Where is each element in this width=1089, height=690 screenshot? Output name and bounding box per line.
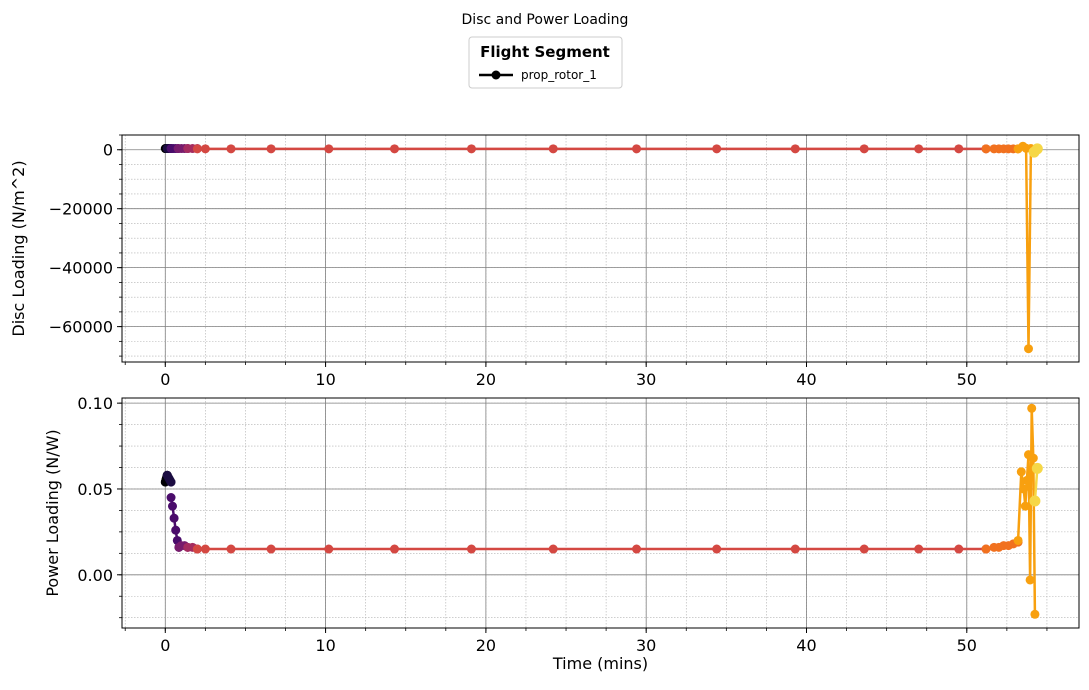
axes-frame <box>121 134 1080 363</box>
data-point <box>1024 344 1034 354</box>
x-tick-label: 30 <box>636 636 656 655</box>
data-point <box>324 544 334 554</box>
x-tick-label: 10 <box>315 370 335 389</box>
data-point <box>166 477 176 487</box>
x-tick-label: 0 <box>160 370 170 389</box>
data-point <box>954 544 964 554</box>
data-point <box>1028 453 1038 463</box>
data-point <box>390 544 400 554</box>
data-point <box>1027 403 1037 413</box>
data-point <box>200 144 210 154</box>
x-axis-label: Time (mins) <box>552 654 648 673</box>
data-point <box>1022 475 1032 485</box>
data-point <box>1025 575 1035 585</box>
data-point <box>192 144 202 154</box>
data-point <box>859 144 869 154</box>
data-point <box>548 144 558 154</box>
data-point <box>324 144 334 154</box>
x-tick-label: 40 <box>796 636 816 655</box>
plot-area <box>160 141 1043 354</box>
data-point <box>1031 143 1043 155</box>
data-point <box>790 144 800 154</box>
y-tick-label: 0.05 <box>77 480 113 499</box>
power-loading-panel: 0 10 20 30 40 50 0.00 0.05 0.10 Power Loading (N/… <box>43 394 1080 673</box>
data-point <box>632 144 642 154</box>
x-tick-label: 50 <box>957 636 977 655</box>
data-point <box>226 144 236 154</box>
disc-loading-panel: 0 10 20 30 40 50 0 −20000 −40000 −60000 Disc Loadi… <box>9 134 1080 389</box>
axes-frame <box>121 397 1080 629</box>
data-point <box>166 493 176 503</box>
y-axis-label: Disc Loading (N/m^2) <box>9 160 28 336</box>
data-point <box>548 544 558 554</box>
data-point <box>954 144 964 154</box>
data-point <box>192 544 202 554</box>
data-point <box>466 544 476 554</box>
data-point <box>169 513 179 523</box>
y-tick-label: 0 <box>103 141 113 160</box>
data-point <box>914 544 924 554</box>
x-tick-label: 50 <box>957 370 977 389</box>
data-point <box>200 544 210 554</box>
x-tick-label: 20 <box>476 370 496 389</box>
data-point <box>981 544 991 554</box>
x-tick-label: 40 <box>796 370 816 389</box>
data-point <box>266 144 276 154</box>
data-point <box>790 544 800 554</box>
data-point <box>712 144 722 154</box>
data-point <box>981 144 991 154</box>
plot-area <box>160 403 1043 619</box>
y-tick-label: 0.10 <box>77 394 113 413</box>
legend-dot-marker <box>491 70 501 80</box>
data-point <box>1013 535 1023 545</box>
legend-title: Flight Segment <box>480 43 610 61</box>
legend-entry-label: prop_rotor_1 <box>521 68 597 82</box>
data-point <box>1020 501 1030 511</box>
y-tick-label: 0.00 <box>77 566 113 585</box>
y-axis-label: Power Loading (N/W) <box>43 429 62 596</box>
data-point <box>1016 467 1026 477</box>
x-tick-label: 30 <box>636 370 656 389</box>
x-tick-label: 20 <box>476 636 496 655</box>
data-point <box>167 501 177 511</box>
data-point <box>390 144 400 154</box>
x-tick-label: 0 <box>160 636 170 655</box>
legend: Flight Segment prop_rotor_1 <box>468 36 623 89</box>
data-point <box>226 544 236 554</box>
data-point <box>914 144 924 154</box>
data-point <box>1019 484 1029 494</box>
y-tick-label: −60000 <box>49 318 113 337</box>
figure-title: Disc and Power Loading <box>462 12 629 28</box>
y-tick-label: −20000 <box>49 200 113 219</box>
data-point <box>466 144 476 154</box>
data-point <box>712 544 722 554</box>
data-point <box>1029 495 1041 507</box>
data-point <box>171 525 181 535</box>
data-point <box>1030 609 1040 619</box>
data-point <box>859 544 869 554</box>
data-point <box>632 544 642 554</box>
series-line-segment-8 <box>1017 144 1036 350</box>
y-tick-label: −40000 <box>49 259 113 278</box>
x-tick-label: 10 <box>315 636 335 655</box>
data-point <box>266 544 276 554</box>
data-point <box>1031 462 1043 474</box>
